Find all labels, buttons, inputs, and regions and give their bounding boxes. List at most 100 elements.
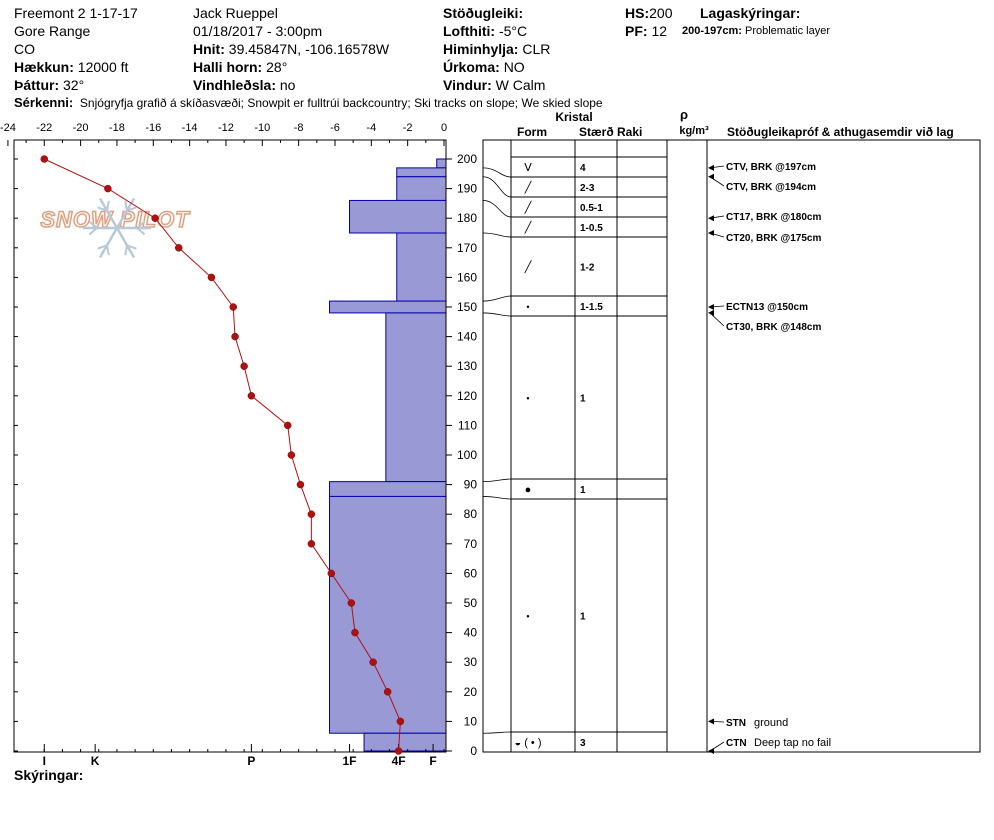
test-code: CTN [726,738,747,749]
layer-note-range: 200-197cm: [682,25,742,37]
grain-size-label: 4 [580,163,586,174]
features: Sérkenni: Snjógryfja grafið á skíðasvæði… [14,95,603,110]
hardness-bar [329,495,447,734]
temperature-point [327,569,336,578]
hardness-tick-label: P [247,754,255,768]
hs-label: HS: [625,5,650,21]
temperature-point [40,155,49,163]
temperature-point [104,184,112,193]
grain-form-symbol: ╱ [524,220,533,234]
snow-height: HS:200 [625,4,672,22]
grain-size-label: 1-1.5 [580,302,603,313]
comments: Skýringar: [14,766,83,784]
grain-size-label: 3 [580,738,586,749]
test-arrow-icon [708,748,714,754]
grain-size-label: 1-0.5 [580,223,603,234]
precipitation: Úrkoma: NO [443,58,525,76]
hardness-bar [349,199,447,234]
wind-label: Vindur: [443,77,492,93]
temperature-tick-label: -2 [403,122,413,134]
grain-form-symbol: ╱ [524,200,533,214]
height-tick-label: 110 [458,418,477,432]
features-value: Snjógryfja grafið á skíðasvæði; Snowpit … [79,96,603,110]
hardness-bar [329,300,447,314]
temperature-point [247,392,256,400]
height-tick-label: 150 [457,300,477,314]
layer-note: 200-197cm: Problematic layer [682,25,830,37]
height-tick-label: 50 [464,596,478,610]
height-tick-label: 100 [457,448,477,462]
layer-table-frame [482,139,981,753]
height-tick-label: 40 [464,626,478,640]
temperature-tick-label: -6 [330,122,340,134]
features-label: Sérkenni: [14,95,74,110]
aspect-value: 32° [63,77,85,93]
column-headers: Kristal Form Stærð Raki ρ kg/m³ Stöðugle… [517,107,954,139]
wind-loading-value: no [279,77,296,93]
test-arrow-icon [708,304,714,310]
test-note: Deep tap no fail [754,737,831,749]
grain-form-symbol: • [526,302,529,312]
coordinates: Hnit: 39.45847N, -106.16578W [193,40,389,58]
test-code: CT30, BRK @148cm [726,322,821,333]
height-tick-label: 130 [457,359,477,373]
comments-label: Skýringar: [14,767,84,783]
layer-notes-label: Lagaskýringar: [700,5,801,21]
grain-size-label: 1 [580,612,586,623]
temperature-point [347,599,356,607]
snowflake-branch [88,220,98,229]
moisture-header: Raki [617,125,642,139]
hardness-tick-label: I [43,754,46,768]
snowflake-branch [97,244,108,250]
grain-size-label: 1 [580,394,586,405]
temperature-tick-label: -8 [294,122,304,134]
layer-note-text: Problematic layer [745,25,830,37]
temperature-point [296,480,305,489]
test-code: CT17, BRK @180cm [726,212,821,223]
plot-frame [13,139,447,753]
snowflake-branch [126,244,137,250]
hardness-tick-label: K [91,754,100,768]
height-tick-label: 90 [464,478,478,492]
air-temperature: Lofthiti: -5°C [443,22,527,40]
hardness-bar [396,167,447,178]
snowflake-branch [124,245,128,256]
stability: Stöðugleiki: [443,4,523,22]
height-tick-label: 20 [464,685,478,699]
pf-label: PF: [625,23,648,39]
hardness-tick-label: 1F [343,754,357,768]
height-tick-label: 120 [457,389,477,403]
layer-connector [482,200,512,218]
test-arrow-icon [708,173,714,180]
height-tick-label: 180 [457,211,477,225]
snowflake-branch [124,200,128,211]
test-code: CTV, BRK @194cm [726,182,816,193]
test-code: ECTN13 @150cm [726,302,808,313]
snowflake-branch [136,220,146,229]
grain-form-symbol: ᐯ [524,162,532,174]
height-tick-label: 80 [464,507,478,521]
layer-connector [482,496,512,500]
range-name: Gore Range [14,23,91,39]
grain-form-symbol: ● [525,484,532,496]
stability-label: Stöðugleiki: [443,5,524,21]
test-code: CTV, BRK @197cm [726,162,816,173]
snowpilot-logo: SNOW PILOT [40,197,190,259]
crystal-header: Kristal [555,110,592,124]
foot-penetration: PF: 12 [625,22,667,40]
temperature-point [369,658,377,666]
precip-label: Úrkoma: [443,59,500,75]
hs-value: 200 [649,5,673,21]
elevation-value: 12000 ft [77,59,129,75]
height-tick-label: 70 [464,537,478,551]
temperature-tick-label: -12 [218,122,234,134]
location-name: Freemont 2 1-17-17 [14,5,138,21]
slope-value: 28° [266,59,288,75]
height-tick-label: 160 [457,270,477,284]
temperature-tick-label: -16 [145,122,161,134]
temperature-point [229,303,237,311]
test-code: STN [726,718,746,729]
wind: Vindur: W Calm [443,76,545,94]
grain-form-symbol: • [526,394,529,404]
